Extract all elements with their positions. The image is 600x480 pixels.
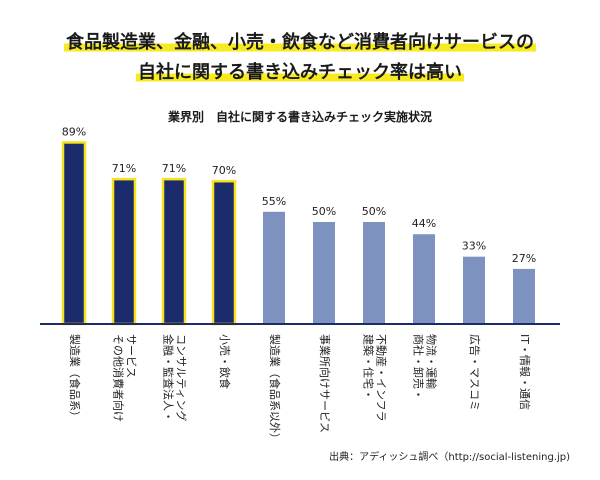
source-note: 出典：アディッシュ調べ（http://social-listening.jp): [329, 452, 570, 463]
bar: [413, 234, 435, 324]
category-label: コンサルティング: [175, 334, 189, 421]
bar-value-label: 44%: [412, 217, 436, 230]
bar: [263, 211, 285, 324]
bar: [363, 222, 385, 324]
bar-value-label: 89%: [62, 125, 86, 138]
category-label: 製造業（食品系）: [68, 334, 82, 422]
bar: [211, 179, 237, 326]
bar-value-label: 27%: [512, 252, 536, 265]
bar: [61, 141, 87, 326]
category-label: 小売・飲食: [218, 334, 232, 389]
bar-value-label: 50%: [312, 205, 336, 218]
category-label: その他消費者向け: [112, 334, 126, 422]
category-label: 不動産・インフラ: [375, 334, 389, 422]
bar: [513, 268, 535, 324]
bar-value-label: 71%: [112, 162, 136, 175]
category-label: サービス: [125, 334, 138, 378]
headline-line-1: 食品製造業、金融、小売・飲食など消費者向けサービスの: [0, 31, 600, 55]
headline-line-1-text: 食品製造業、金融、小売・飲食など消費者向けサービスの: [64, 32, 536, 53]
category-label: 金融・監査法人・: [162, 334, 176, 422]
category-label: 商社・卸売・: [412, 334, 426, 400]
category-label: 広告・マスコミ: [468, 334, 481, 411]
category-label: 事業所向けサービス: [318, 334, 332, 433]
bar-value-label: 50%: [362, 205, 386, 218]
bar-value-label: 55%: [262, 195, 286, 208]
bar: [463, 256, 485, 324]
bar-value-label: 70%: [212, 164, 236, 177]
bar-value-label: 33%: [462, 240, 486, 253]
headline-line-2-text: 自社に関する書き込みチェック率は高い: [136, 62, 464, 83]
bar-value-label: 71%: [162, 162, 186, 175]
category-label: 物流・運輸: [425, 334, 439, 389]
bar: [111, 177, 137, 326]
chart-title: 業界別 自社に関する書き込みチェック実施状況: [167, 110, 432, 124]
bar: [313, 222, 335, 324]
category-label: IT・情報・通信: [518, 334, 531, 410]
category-label: 製造業（食品系以外）: [268, 334, 282, 444]
bar: [161, 177, 187, 326]
headline-line-2: 自社に関する書き込みチェック率は高い: [0, 61, 600, 85]
category-label: 建築・住宅・: [362, 334, 376, 400]
